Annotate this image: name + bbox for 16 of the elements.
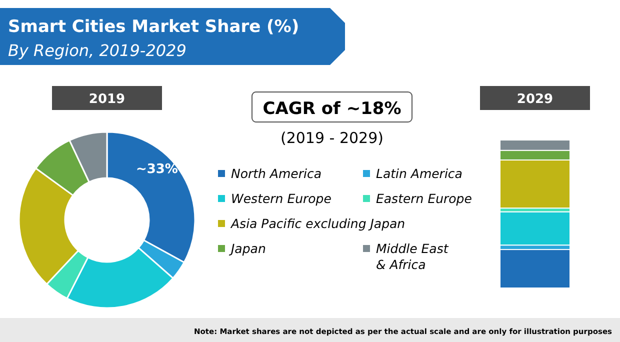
text: CAGR of ~18% bbox=[262, 99, 402, 119]
bar bbox=[500, 249, 570, 288]
chart-title: Smart Cities Market Share (%) bbox=[8, 17, 300, 37]
legend-label: Eastern Europe bbox=[376, 191, 472, 206]
text: 2019 bbox=[88, 92, 126, 107]
legend-label: Asia Pacific excluding Japan bbox=[230, 216, 406, 231]
x-tick-label: 2029 bbox=[516, 92, 554, 107]
data-label: ~33% bbox=[136, 162, 178, 177]
legend-label: Middle East & Africa bbox=[376, 241, 450, 272]
legend-label: Western Europe bbox=[231, 191, 332, 206]
text: (2019 - 2029) bbox=[280, 129, 384, 147]
legend-label: Latin America bbox=[376, 166, 462, 181]
chart-subtitle: By Region, 2019-2029 bbox=[8, 41, 186, 60]
legend-label: Japan bbox=[228, 241, 266, 256]
legend-label: North America bbox=[231, 166, 322, 181]
bar bbox=[500, 211, 570, 246]
